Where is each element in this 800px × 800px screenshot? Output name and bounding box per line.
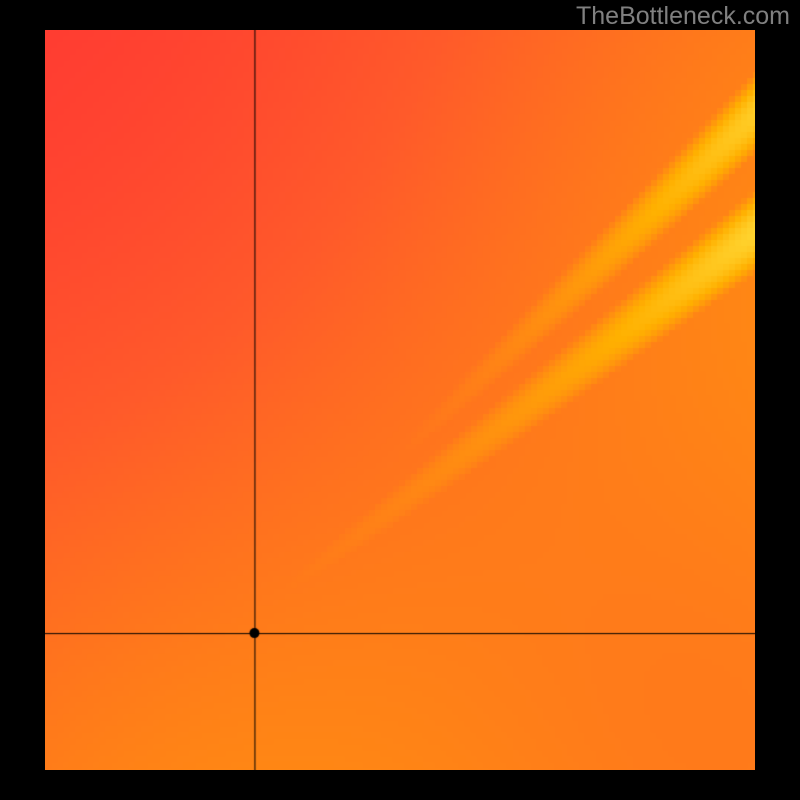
chart-container: TheBottleneck.com (0, 0, 800, 800)
watermark-text: TheBottleneck.com (576, 2, 790, 31)
heatmap-plot (45, 30, 755, 770)
